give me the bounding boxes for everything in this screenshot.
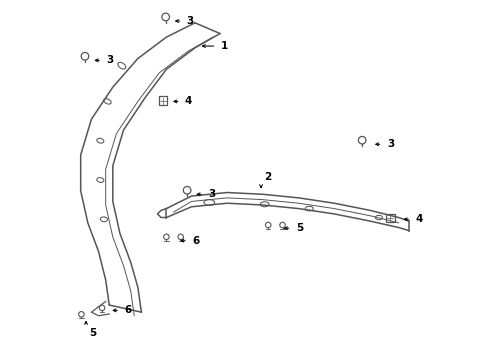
Text: 1: 1 bbox=[220, 41, 228, 51]
Text: 4: 4 bbox=[185, 96, 193, 107]
Text: 5: 5 bbox=[296, 223, 303, 233]
Text: 5: 5 bbox=[89, 328, 96, 338]
Bar bbox=[386, 214, 394, 222]
Text: 3: 3 bbox=[106, 55, 114, 65]
Text: 6: 6 bbox=[192, 236, 199, 246]
Text: 6: 6 bbox=[124, 305, 131, 315]
Bar bbox=[159, 96, 167, 105]
Text: 3: 3 bbox=[187, 16, 194, 26]
Text: 3: 3 bbox=[387, 139, 394, 149]
Text: 2: 2 bbox=[264, 172, 271, 182]
Text: 4: 4 bbox=[416, 214, 423, 224]
Text: 3: 3 bbox=[208, 189, 216, 199]
